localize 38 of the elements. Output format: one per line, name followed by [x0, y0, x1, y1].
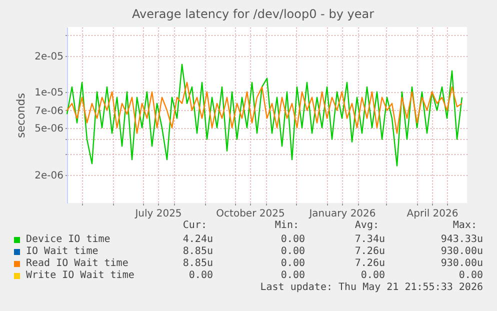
line-series	[66, 82, 463, 134]
y-tick-label: 2e-05	[34, 51, 64, 62]
x-tick-label: April 2026	[406, 208, 458, 220]
legend-label: Device IO time	[26, 234, 110, 245]
text: 0.00	[188, 270, 213, 281]
text: 930.00u	[440, 258, 483, 269]
text: 7.34u	[354, 234, 385, 245]
y-tick-label: 5e-06	[34, 123, 64, 134]
text: 0.00	[280, 270, 305, 281]
text: 0.00	[360, 270, 385, 281]
legend-label: Write IO Wait time	[26, 270, 134, 281]
x-tick-label: July 2025	[134, 208, 182, 220]
text: Last update: Thu May 21 21:55:33 2026	[260, 282, 483, 293]
text: 8.85u	[182, 246, 213, 257]
y-axis-title: seconds	[14, 92, 28, 138]
text: 7.26u	[354, 246, 385, 257]
x-tick-label: January 2026	[308, 208, 376, 220]
legend-label: IO Wait time	[26, 246, 98, 257]
text: 7.26u	[354, 258, 385, 269]
text: Min:	[274, 220, 299, 231]
text: Avg:	[354, 220, 379, 231]
text: Cur:	[182, 220, 207, 231]
y-tick-label: 1e-05	[34, 87, 64, 98]
text: 0.00	[280, 246, 305, 257]
line-series	[66, 64, 463, 166]
y-tick-label: 7e-06	[34, 106, 64, 117]
legend-label: Read IO Wait time	[26, 258, 128, 269]
text: Max:	[452, 220, 477, 231]
text: 0.00	[280, 234, 305, 245]
text: 943.33u	[440, 234, 483, 245]
x-tick-label: October 2025	[216, 208, 285, 220]
text: 0.00	[458, 270, 483, 281]
text: 0.00	[280, 258, 305, 269]
y-tick-label: 2e-06	[34, 170, 64, 182]
text: 4.24u	[182, 234, 213, 245]
text: 8.85u	[182, 258, 213, 269]
chart-title: Average latency for /dev/loop0 - by year	[132, 7, 374, 21]
text: 930.00u	[440, 246, 483, 257]
